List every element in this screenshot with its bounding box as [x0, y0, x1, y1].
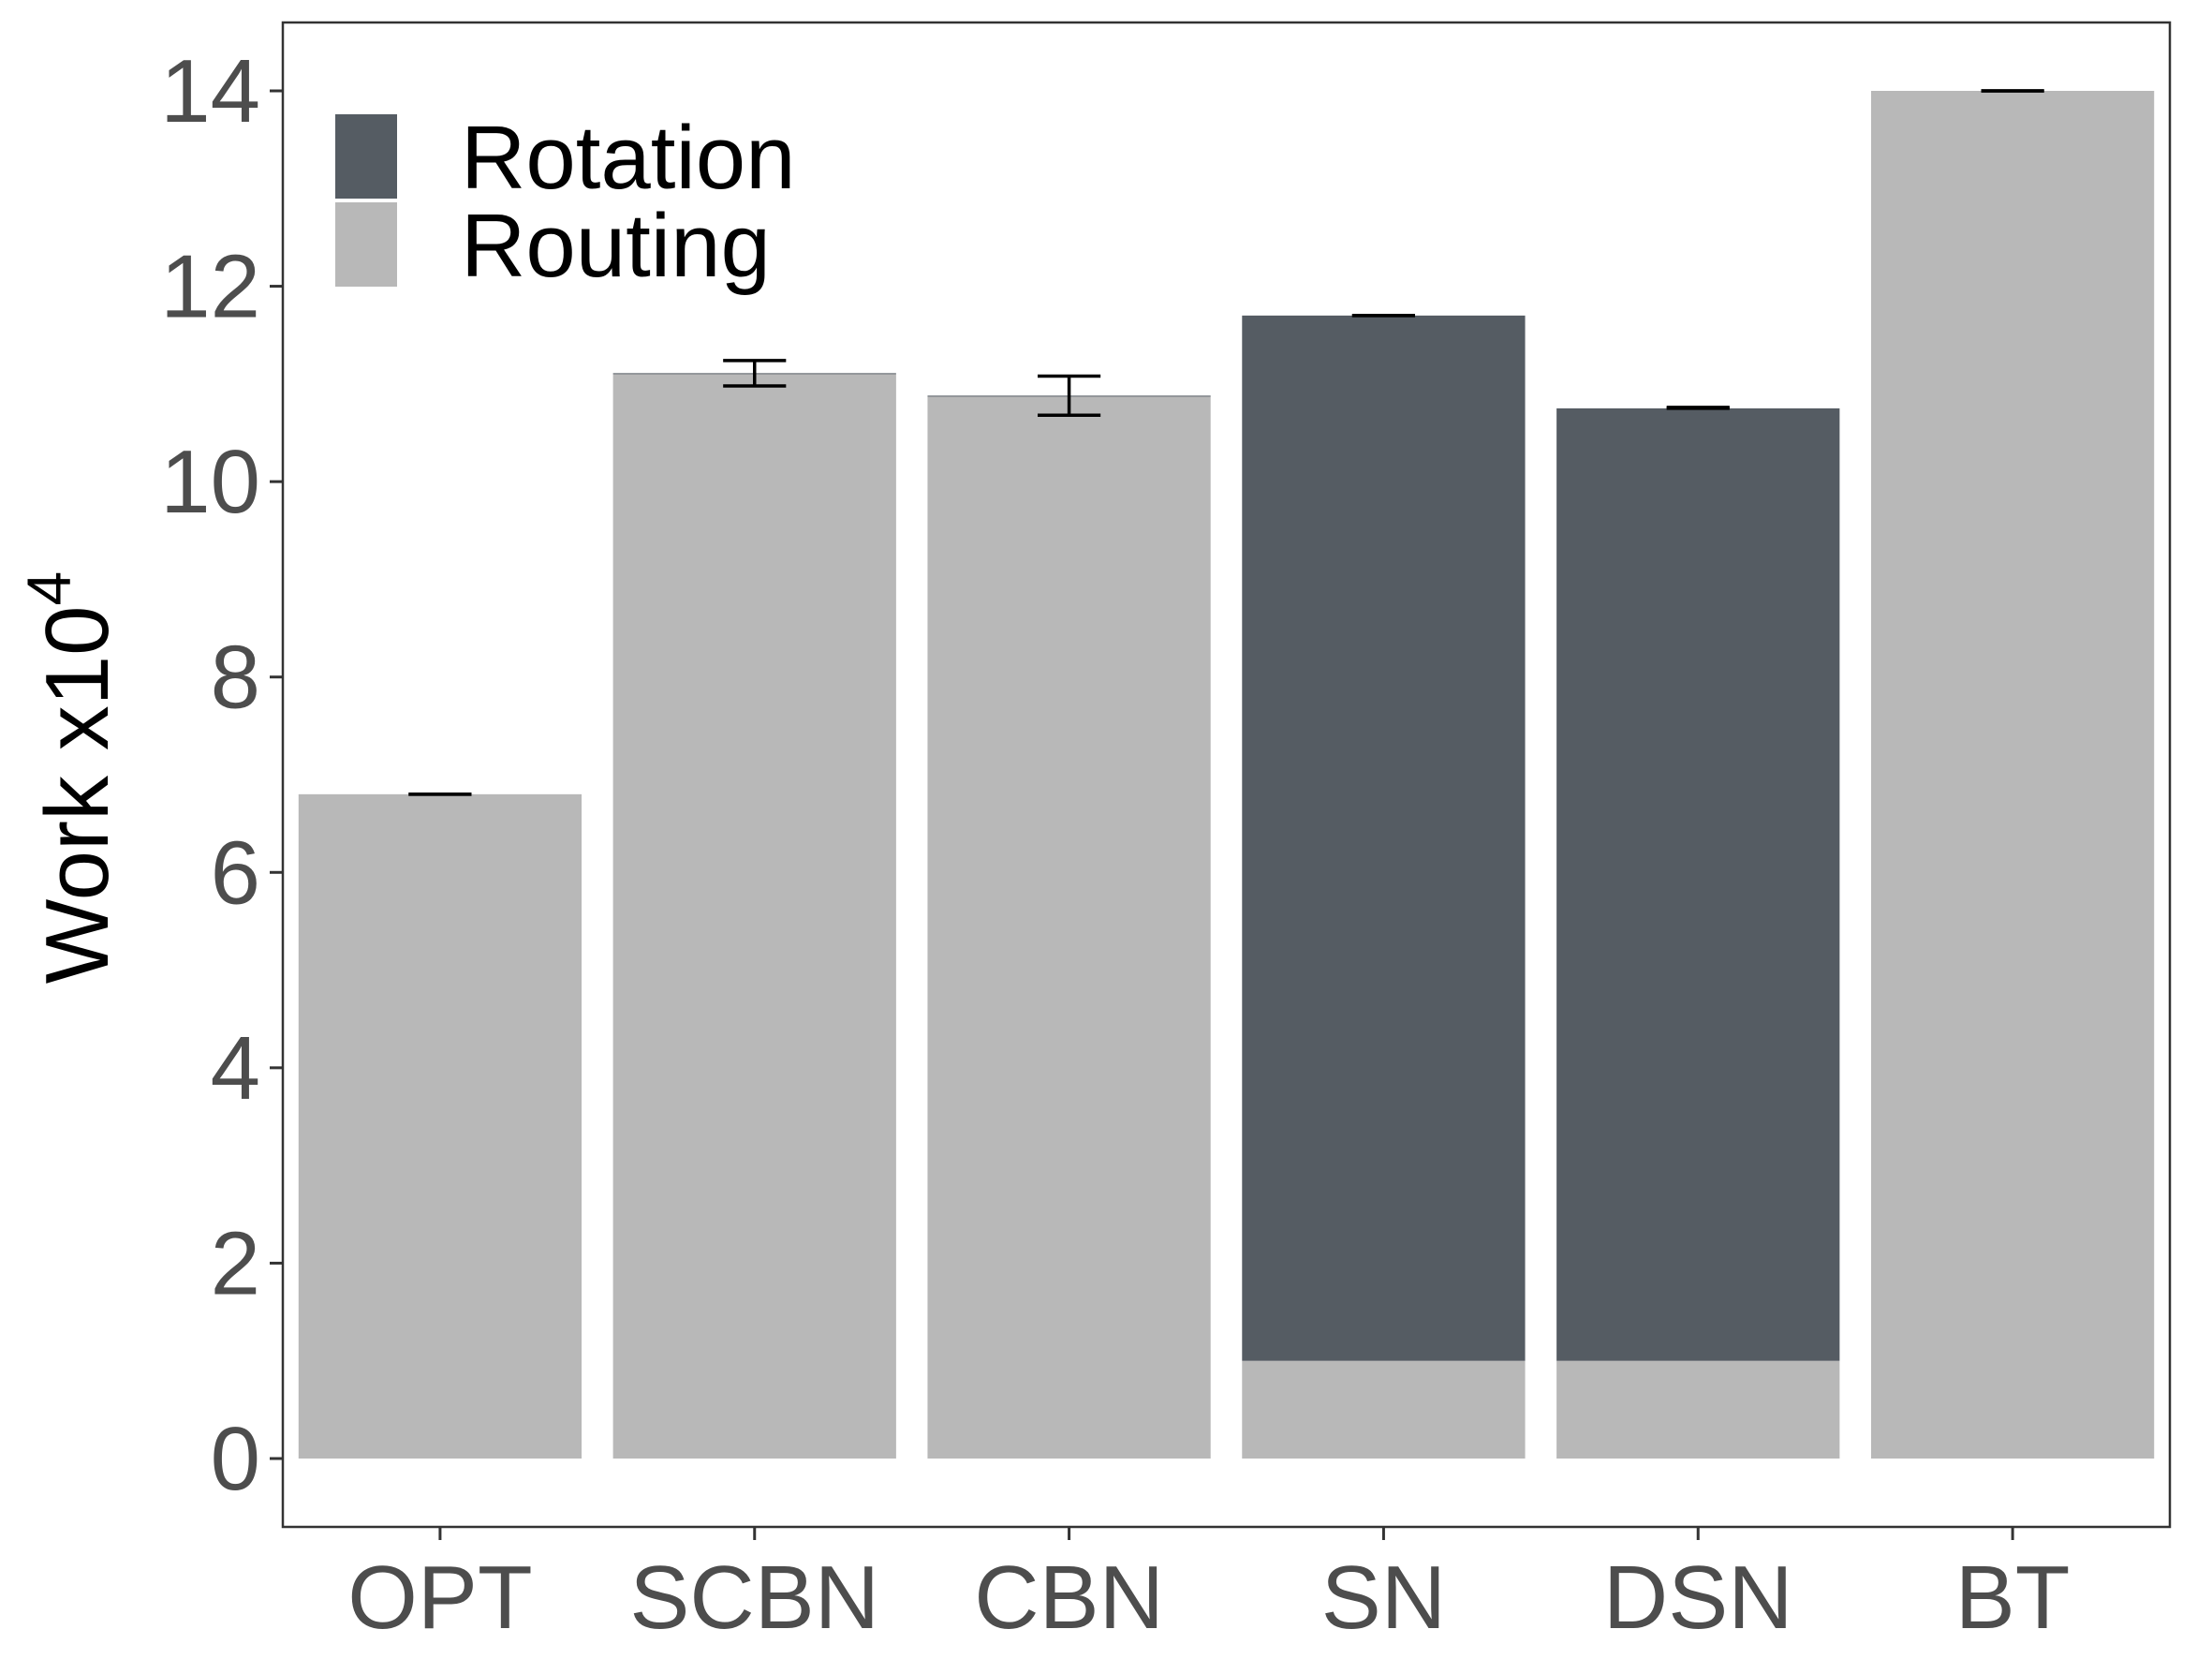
x-tick-label-scbn: SCBN	[629, 1548, 879, 1648]
y-tick-label-8: 8	[211, 628, 260, 728]
y-tick-label-10: 10	[160, 432, 260, 532]
x-tick-label-bt: BT	[1955, 1548, 2071, 1648]
error-bars-layer	[408, 89, 2044, 796]
y-axis-title-base: Work x10	[27, 606, 127, 985]
legend-key-routing	[335, 202, 397, 287]
y-axis-title: Work x104	[14, 571, 127, 984]
bar-dsn-routing	[1556, 1360, 1840, 1459]
y-tick-label-0: 0	[211, 1409, 260, 1509]
error-bar-scbn	[723, 359, 787, 388]
x-tick-label-opt: OPT	[347, 1548, 532, 1648]
bars-layer	[298, 91, 2155, 1459]
bar-sn-routing	[1242, 1360, 1526, 1459]
error-bar-dsn	[1666, 406, 1730, 410]
y-axis-title-superscript: 4	[14, 571, 83, 606]
y-axis: 0 2 4 6 8 10 12 14	[160, 41, 283, 1509]
legend-label-routing: Routing	[461, 196, 771, 296]
y-tick-label-14: 14	[160, 41, 260, 141]
bar-opt-routing	[298, 793, 582, 1459]
bar-bt-routing	[1870, 91, 2155, 1459]
legend-key-rotation	[335, 114, 397, 199]
x-tick-label-sn: SN	[1321, 1548, 1446, 1648]
error-bar-cbn	[1038, 374, 1101, 417]
legend-entry-routing: Routing	[335, 196, 771, 296]
bar-cbn-routing	[927, 396, 1211, 1459]
legend-entry-rotation: Rotation	[335, 108, 796, 208]
x-tick-label-dsn: DSN	[1603, 1548, 1793, 1648]
y-tick-label-6: 6	[211, 822, 260, 923]
y-tick-label-12: 12	[160, 237, 260, 337]
bar-scbn-routing	[612, 374, 896, 1459]
bar-sn-rotation	[1242, 315, 1526, 1361]
x-axis: OPT SCBN CBN SN DSN BT	[347, 1527, 2070, 1648]
legend-label-rotation: Rotation	[461, 108, 796, 208]
plot-panel-border	[281, 21, 2172, 1529]
y-tick-label-2: 2	[211, 1213, 260, 1313]
bar-dsn-rotation	[1556, 407, 1840, 1361]
y-tick-label-4: 4	[211, 1018, 260, 1118]
x-tick-label-cbn: CBN	[974, 1548, 1164, 1648]
